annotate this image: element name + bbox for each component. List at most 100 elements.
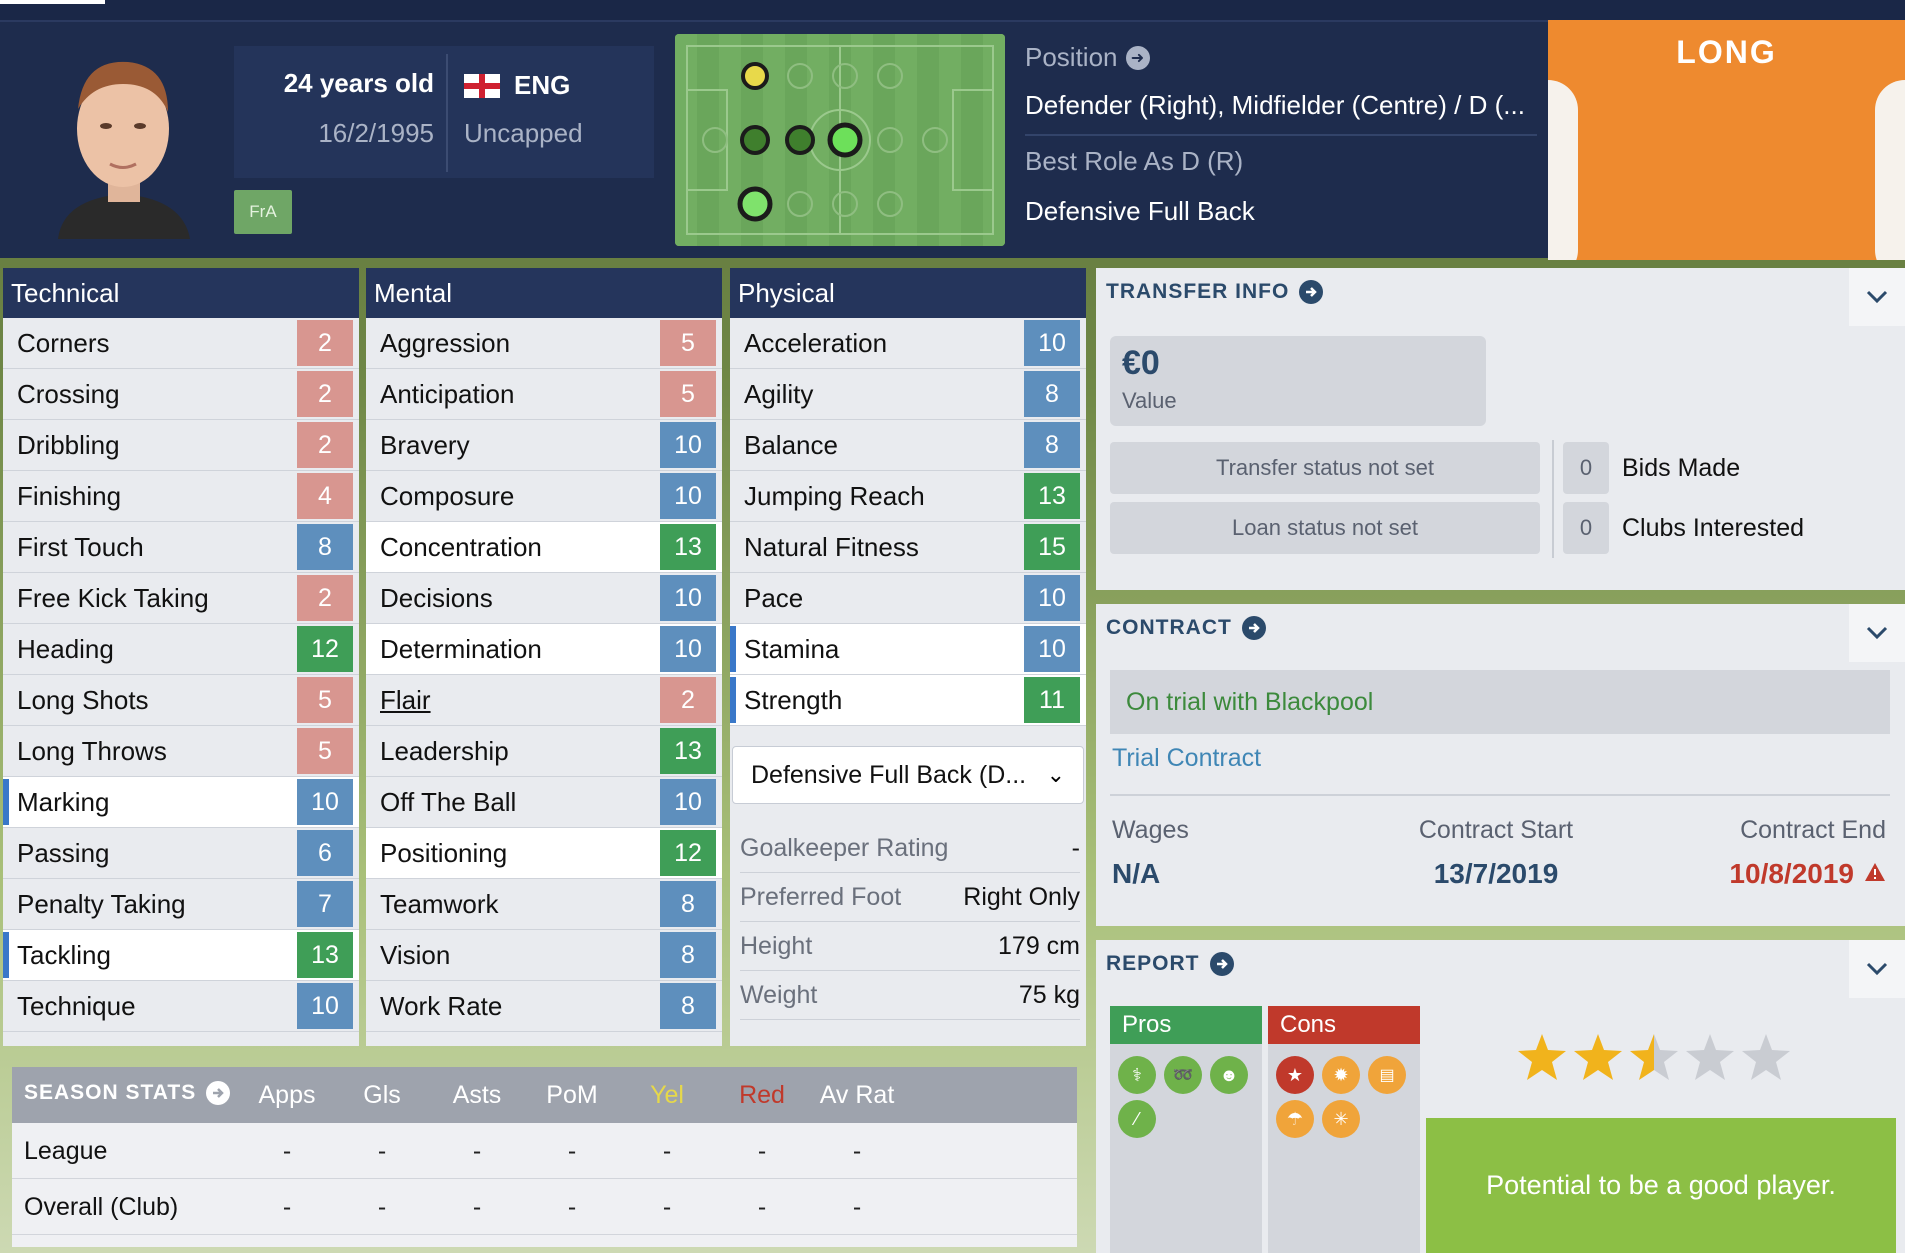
contract-title[interactable]: CONTRACT xyxy=(1106,616,1232,639)
collapse-chevron-icon[interactable] xyxy=(1849,604,1905,662)
boots-icon[interactable]: ➿ xyxy=(1164,1056,1202,1094)
attribute-row-acceleration[interactable]: Acceleration 10 xyxy=(730,318,1086,369)
attribute-row-agility[interactable]: Agility 8 xyxy=(730,369,1086,420)
attribute-row-first-touch[interactable]: First Touch 8 xyxy=(3,522,359,573)
loan-status[interactable]: Loan status not set xyxy=(1110,502,1540,554)
attribute-row-free-kick-taking[interactable]: Free Kick Taking 2 xyxy=(3,573,359,624)
attribute-value: 13 xyxy=(297,932,353,978)
attribute-value: 13 xyxy=(660,728,716,774)
attribute-row-heading[interactable]: Heading 12 xyxy=(3,624,359,675)
stats-column-red[interactable]: Red xyxy=(739,1081,785,1109)
transfer-info-title[interactable]: TRANSFER INFO xyxy=(1106,280,1290,303)
attribute-row-anticipation[interactable]: Anticipation 5 xyxy=(366,369,722,420)
attribute-row-positioning[interactable]: Positioning 12 xyxy=(366,828,722,879)
stats-column-av-rat[interactable]: Av Rat xyxy=(819,1081,895,1109)
language-badge: FrA xyxy=(234,190,292,234)
stats-column-gls[interactable]: Gls xyxy=(363,1081,401,1109)
arrow-right-icon[interactable] xyxy=(1241,616,1266,640)
attribute-row-vision[interactable]: Vision 8 xyxy=(366,930,722,981)
attribute-value: 8 xyxy=(660,932,716,978)
attribute-name: Flair xyxy=(380,684,431,715)
transfer-status[interactable]: Transfer status not set xyxy=(1110,442,1540,494)
attribute-row-concentration[interactable]: Concentration 13 xyxy=(366,522,722,573)
stats-column-asts[interactable]: Asts xyxy=(452,1081,502,1109)
player-nation[interactable]: ENG xyxy=(514,70,571,100)
stats-column-yel[interactable]: Yel xyxy=(650,1081,684,1109)
boards-icon[interactable]: ▤ xyxy=(1368,1056,1406,1094)
attribute-value: 10 xyxy=(660,473,716,519)
attribute-row-balance[interactable]: Balance 8 xyxy=(730,420,1086,471)
bandage-icon[interactable]: ⁄ xyxy=(1118,1100,1156,1138)
arrow-right-icon[interactable] xyxy=(206,1081,231,1105)
cons-header: Cons xyxy=(1268,1006,1420,1044)
attribute-row-composure[interactable]: Composure 10 xyxy=(366,471,722,522)
attribute-row-crossing[interactable]: Crossing 2 xyxy=(3,369,359,420)
star-icon[interactable]: ★ xyxy=(1276,1056,1314,1094)
stats-column-apps[interactable]: Apps xyxy=(258,1081,316,1109)
top-bar xyxy=(0,0,1905,20)
attribute-row-work-rate[interactable]: Work Rate 8 xyxy=(366,981,722,1032)
attribute-row-natural-fitness[interactable]: Natural Fitness 15 xyxy=(730,522,1086,573)
collapse-chevron-icon[interactable] xyxy=(1849,268,1905,326)
attribute-row-flair[interactable]: Flair 2 xyxy=(366,675,722,726)
stats-row-label: League xyxy=(24,1137,108,1165)
detail-label: Goalkeeper Rating xyxy=(740,833,949,862)
dna-icon[interactable]: ⚕ xyxy=(1118,1056,1156,1094)
role-select[interactable]: Defensive Full Back (D... ⌄ xyxy=(732,746,1084,804)
contract-start-value: 13/7/2019 xyxy=(1433,858,1559,889)
divider xyxy=(1552,440,1554,558)
collapse-chevron-icon[interactable] xyxy=(1849,940,1905,998)
report-title[interactable]: REPORT xyxy=(1106,952,1200,975)
attribute-row-penalty-taking[interactable]: Penalty Taking 7 xyxy=(3,879,359,930)
attribute-value: 2 xyxy=(297,320,353,366)
technical-list: Corners 2 Crossing 2 Dribbling 2 Finishing 4 Fir… xyxy=(3,318,359,1032)
attribute-row-tackling[interactable]: Tackling 13 xyxy=(3,930,359,981)
attribute-row-finishing[interactable]: Finishing 4 xyxy=(3,471,359,522)
attribute-row-long-throws[interactable]: Long Throws 5 xyxy=(3,726,359,777)
shirt-name: LONG xyxy=(1676,34,1777,70)
attribute-row-stamina[interactable]: Stamina 10 xyxy=(730,624,1086,675)
attribute-row-teamwork[interactable]: Teamwork 8 xyxy=(366,879,722,930)
attribute-name: Natural Fitness xyxy=(744,531,919,562)
attribute-name: Stamina xyxy=(744,633,840,664)
attribute-row-passing[interactable]: Passing 6 xyxy=(3,828,359,879)
player-details: Goalkeeper Rating - Preferred Foot Right On… xyxy=(740,824,1080,1020)
physical-panel: Physical Acceleration 10 Agility 8 Balance 8 J… xyxy=(730,268,1086,1046)
stats-cell: - xyxy=(757,1137,767,1165)
contract-type[interactable]: Trial Contract xyxy=(1112,744,1262,772)
injury-icon[interactable]: ✳ xyxy=(1322,1100,1360,1138)
season-stats-title[interactable]: SEASON STATS xyxy=(24,1081,197,1104)
detail-label: Weight xyxy=(740,980,818,1009)
attribute-row-pace[interactable]: Pace 10 xyxy=(730,573,1086,624)
attribute-row-technique[interactable]: Technique 10 xyxy=(3,981,359,1032)
arrow-right-icon[interactable] xyxy=(1209,952,1234,976)
attribute-row-dribbling[interactable]: Dribbling 2 xyxy=(3,420,359,471)
attribute-row-bravery[interactable]: Bravery 10 xyxy=(366,420,722,471)
wages-value: N/A xyxy=(1112,858,1161,889)
attribute-row-long-shots[interactable]: Long Shots 5 xyxy=(3,675,359,726)
footprint-icon[interactable]: ☂ xyxy=(1276,1100,1314,1138)
detail-row-goalkeeper-rating: Goalkeeper Rating - xyxy=(740,824,1080,873)
attribute-row-leadership[interactable]: Leadership 13 xyxy=(366,726,722,777)
player-info-box: 24 years old 16/2/1995 ENG Uncapped xyxy=(234,46,654,178)
attribute-row-decisions[interactable]: Decisions 10 xyxy=(366,573,722,624)
attribute-row-determination[interactable]: Determination 10 xyxy=(366,624,722,675)
attribute-value: 11 xyxy=(1024,677,1080,723)
divider xyxy=(1025,134,1537,136)
attribute-row-strength[interactable]: Strength 11 xyxy=(730,675,1086,726)
attribute-row-corners[interactable]: Corners 2 xyxy=(3,318,359,369)
head-icon[interactable]: ☻ xyxy=(1210,1056,1248,1094)
attribute-row-jumping-reach[interactable]: Jumping Reach 13 xyxy=(730,471,1086,522)
lightbulb-icon[interactable]: ✹ xyxy=(1322,1056,1360,1094)
attribute-row-aggression[interactable]: Aggression 5 xyxy=(366,318,722,369)
stats-column-pom[interactable]: PoM xyxy=(546,1081,598,1109)
attribute-row-marking[interactable]: Marking 10 xyxy=(3,777,359,828)
attribute-name: Teamwork xyxy=(380,888,499,919)
warning-icon[interactable] xyxy=(1864,862,1886,887)
clubs-count: 0 xyxy=(1579,515,1593,540)
position-arrow-icon[interactable]: ➜ xyxy=(1125,45,1150,70)
attribute-row-off-the-ball[interactable]: Off The Ball 10 xyxy=(366,777,722,828)
arrow-right-icon[interactable] xyxy=(1299,280,1324,304)
attribute-name: Concentration xyxy=(380,531,542,562)
position-label[interactable]: Position xyxy=(1025,42,1118,72)
